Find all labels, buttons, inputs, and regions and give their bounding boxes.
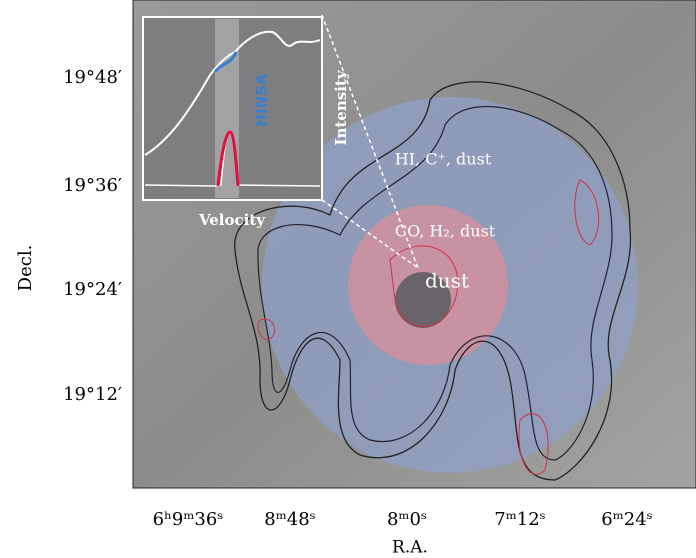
- inset-feature: HINSA: [253, 73, 271, 126]
- region-label: HI, C⁺, dust: [395, 150, 492, 169]
- x-ticks: 6ʰ9ᵐ36ˢ 8ᵐ48ˢ 8ᵐ0ˢ 7ᵐ12ˢ 6ᵐ24ˢ: [153, 509, 653, 530]
- y-axis-label: Decl.: [15, 245, 36, 292]
- x-tick-label: 8ᵐ0ˢ: [387, 509, 427, 530]
- x-tick-label: 6ʰ9ᵐ36ˢ: [153, 509, 224, 530]
- x-axis-label: R.A.: [392, 538, 428, 555]
- y-ticks: 19°48′ 19°36′ 19°24′ 19°12′: [63, 67, 122, 405]
- region-label: CO, H₂, dust: [395, 222, 496, 241]
- map: HI, C⁺, dust CO, H₂, dust dust: [133, 0, 696, 488]
- y-tick-label: 19°12′: [63, 384, 122, 405]
- inset: HINSA Velocity Intensity: [142, 16, 350, 229]
- region-label: dust: [425, 269, 469, 293]
- inset-y-label: Intensity: [332, 69, 350, 145]
- y-tick-label: 19°24′: [63, 279, 122, 300]
- y-tick-label: 19°36′: [63, 175, 122, 196]
- x-tick-label: 7ᵐ12ˢ: [494, 509, 545, 530]
- x-tick-label: 6ᵐ24ˢ: [601, 509, 652, 530]
- y-tick-label: 19°48′: [63, 67, 122, 88]
- inset-x-label: Velocity: [198, 211, 266, 229]
- x-tick-label: 8ᵐ48ˢ: [264, 509, 315, 530]
